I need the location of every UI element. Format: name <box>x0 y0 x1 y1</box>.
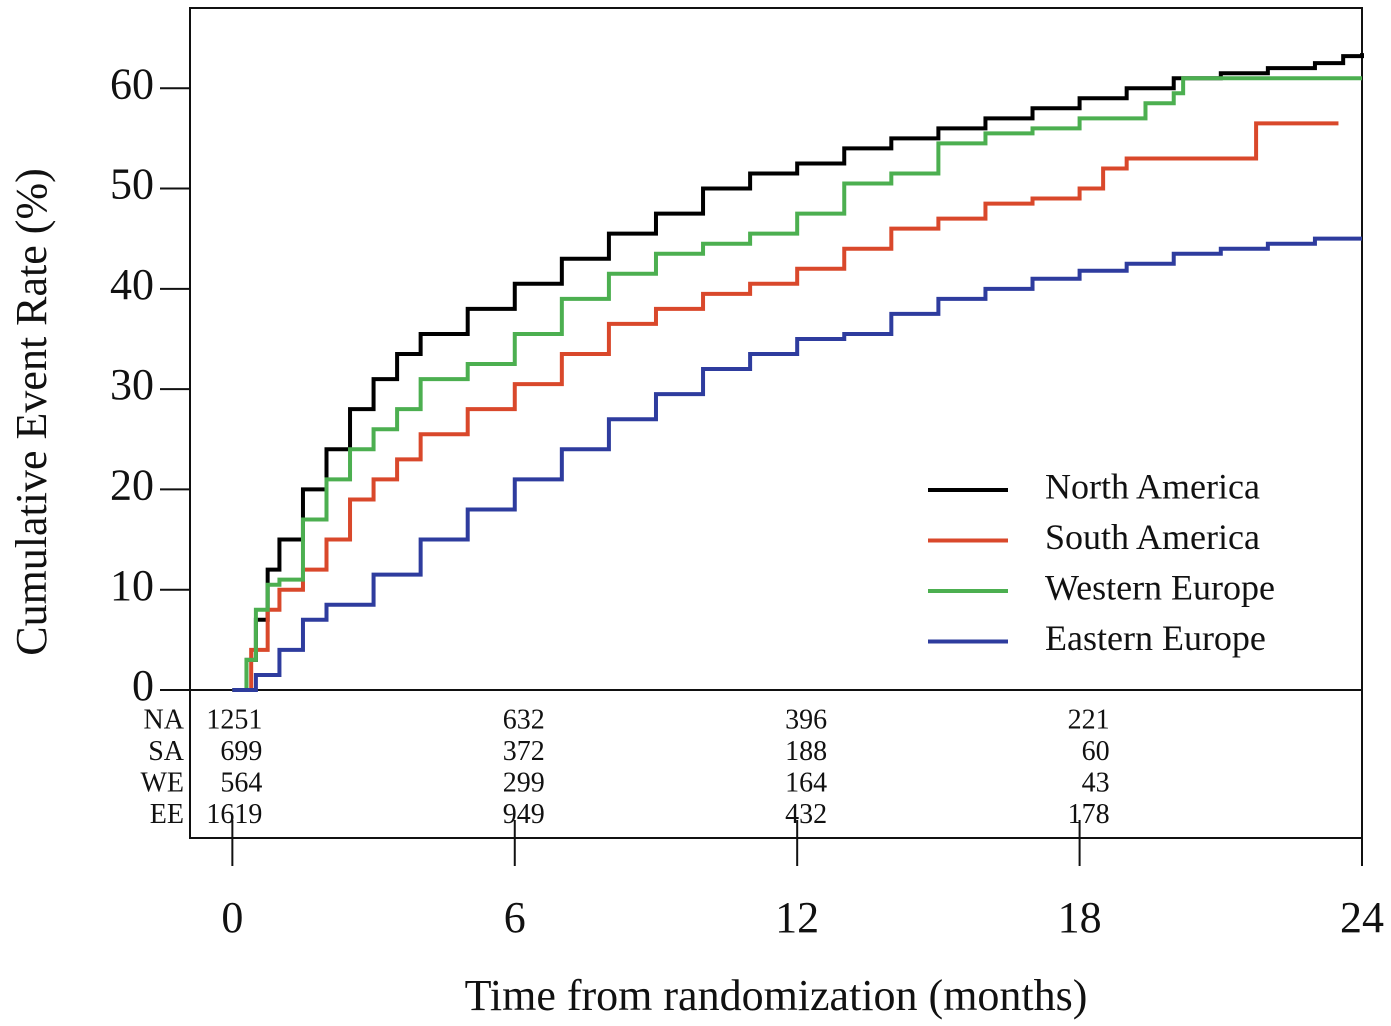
x-tick-label: 0 <box>221 893 243 942</box>
y-tick-label: 50 <box>110 160 154 209</box>
x-tick-label: 12 <box>775 893 819 942</box>
plot-frame <box>189 7 1363 839</box>
legend-label: North America <box>1045 466 1260 506</box>
legend-label: Eastern Europe <box>1045 618 1266 658</box>
y-axis-title: Cumulative Event Rate (%) <box>7 168 56 656</box>
legend-label: Western Europe <box>1045 567 1275 607</box>
risk-count: 396 <box>785 704 827 735</box>
risk-count: 164 <box>785 767 827 798</box>
y-tick-label: 40 <box>110 260 154 309</box>
risk-count: 632 <box>503 704 545 735</box>
risk-row-label: WE <box>140 767 184 798</box>
risk-count: 188 <box>785 736 827 767</box>
risk-count: 221 <box>1068 704 1110 735</box>
x-tick-label: 6 <box>504 893 526 942</box>
km-curve <box>232 121 1339 692</box>
y-tick-label: 30 <box>110 360 154 409</box>
risk-count: 564 <box>220 767 262 798</box>
y-tick-label: 0 <box>132 661 154 710</box>
legend-label: South America <box>1045 517 1260 557</box>
risk-count: 299 <box>503 767 545 798</box>
risk-count: 178 <box>1068 799 1110 830</box>
risk-count: 60 <box>1082 736 1110 767</box>
risk-row-label: NA <box>144 704 185 735</box>
risk-row-label: SA <box>148 736 185 767</box>
risk-row-label: EE <box>150 799 184 830</box>
risk-count: 432 <box>785 799 827 830</box>
risk-count: 949 <box>503 799 545 830</box>
x-tick-label: 24 <box>1340 893 1384 942</box>
risk-count: 372 <box>503 736 545 767</box>
y-tick-label: 20 <box>110 461 154 510</box>
x-axis-title: Time from randomization (months) <box>465 971 1088 1020</box>
risk-count: 1251 <box>206 704 262 735</box>
km-curve <box>232 236 1362 692</box>
x-tick-label: 18 <box>1058 893 1102 942</box>
km-curve <box>232 76 1362 692</box>
risk-count: 1619 <box>206 799 262 830</box>
risk-count: 699 <box>220 736 262 767</box>
y-tick-label: 10 <box>110 561 154 610</box>
y-tick-label: 60 <box>110 59 154 108</box>
risk-count: 43 <box>1082 767 1110 798</box>
km-curve <box>232 53 1364 692</box>
